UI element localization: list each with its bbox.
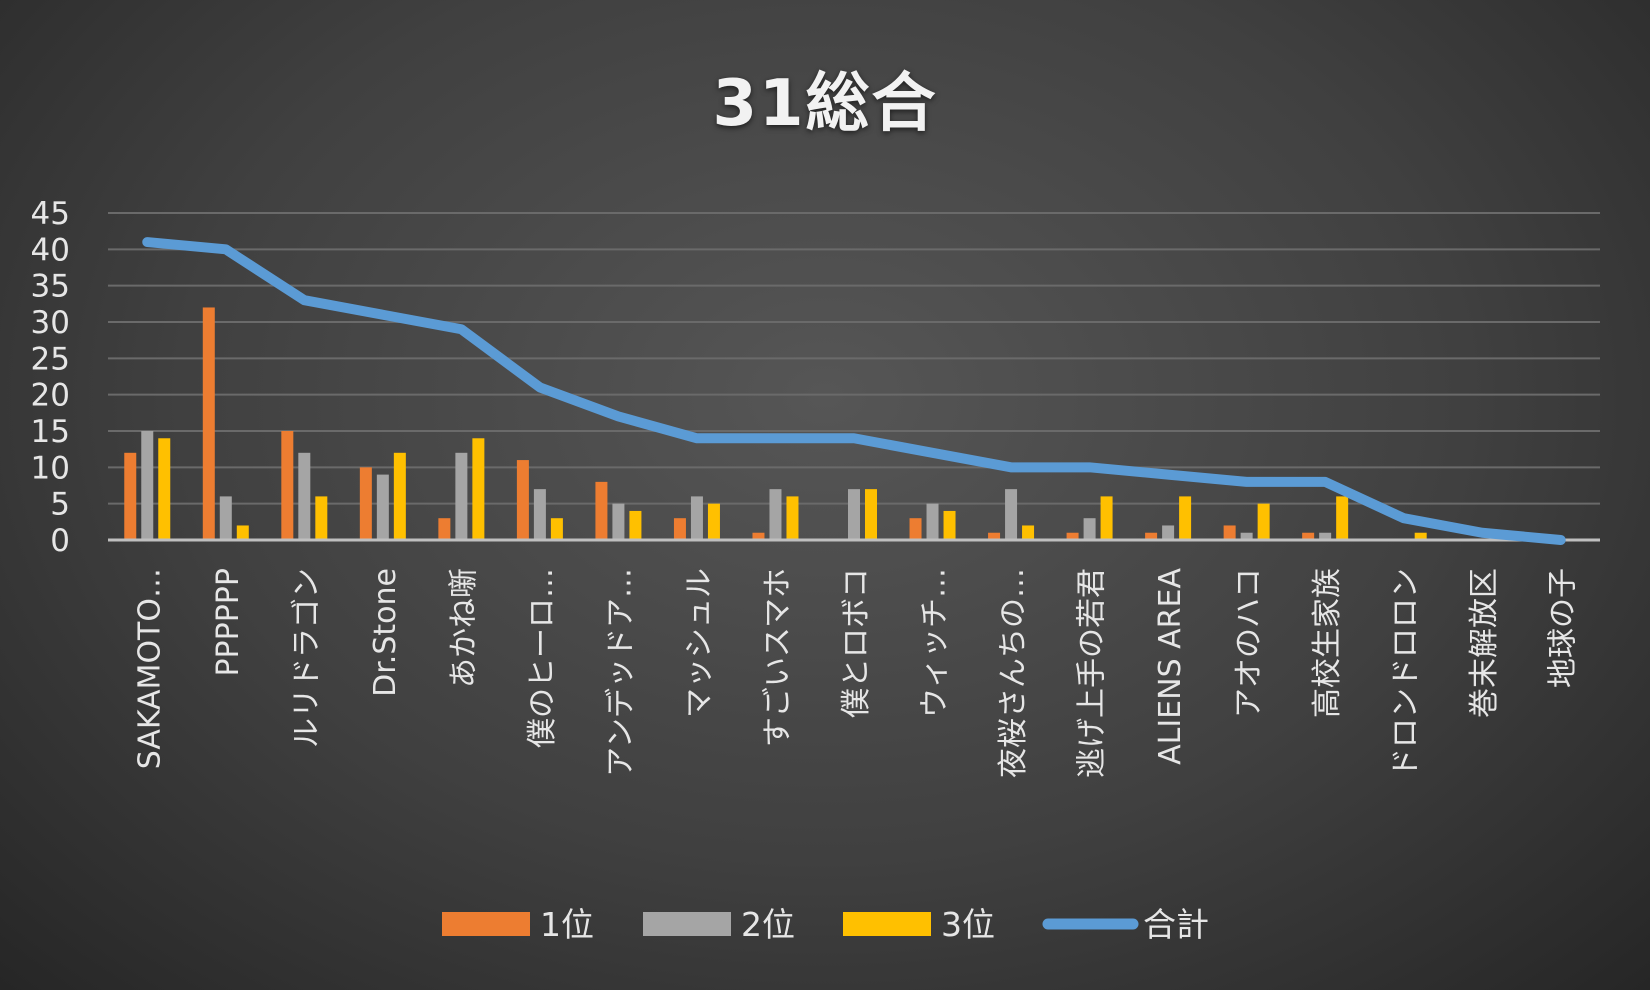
bar [1083,518,1096,540]
bar [141,431,154,540]
legend-swatch [843,912,931,936]
bar [455,452,468,540]
y-tick-label: 10 [31,450,70,486]
bar [909,518,922,540]
y-tick-label: 15 [31,414,70,450]
bar [1145,532,1158,540]
legend-swatch [643,912,731,936]
bar [769,489,782,540]
x-tick-label: SAKAMOTO… [132,568,167,769]
bar [376,474,389,540]
bar [865,489,877,540]
x-tick-label: 逃げ上手の若君 [1075,568,1110,778]
x-tick-label: PPPPPP [211,568,246,677]
legend-label: 1位 [540,905,594,944]
bar [550,518,563,540]
x-tick-label: ルリドラゴン [289,568,324,748]
y-tick-label: 40 [31,232,70,268]
bar [202,307,215,540]
bar [1336,496,1349,540]
y-tick-label: 0 [50,523,70,559]
bar [786,496,799,540]
bar [943,510,956,540]
bar [438,518,451,540]
x-tick-label: Dr.Stone [368,568,403,697]
x-tick-label: 高校生家族 [1310,568,1345,718]
legend-label: 2位 [741,905,795,944]
y-tick-label: 30 [31,305,70,341]
bar [673,518,686,540]
bar [1066,532,1079,540]
bar [298,452,311,540]
y-tick-label: 20 [31,378,70,414]
bar [612,503,625,540]
bar [690,496,703,540]
y-tick-label: 45 [31,196,70,232]
bar [516,460,529,540]
bar [1100,496,1113,540]
bar [1414,532,1427,540]
y-tick-label: 35 [31,269,70,305]
bar [1223,525,1236,540]
bar [1005,489,1018,540]
x-tick-label: 夜桜さんちの… [996,568,1031,778]
x-tick-label: あかね噺 [446,568,481,688]
series-line [142,237,1566,545]
x-tick-label: ウィッチ… [918,568,953,718]
bar [707,503,720,540]
bar [1022,525,1035,540]
bar [533,489,546,540]
bar [219,496,232,540]
y-tick-label: 5 [50,487,70,523]
x-tick-label: 僕のヒーロ… [525,568,560,748]
bar [472,438,485,540]
bar [236,525,249,540]
bar [359,467,372,540]
legend-swatch [442,912,530,936]
bar [1179,496,1192,540]
bar [848,489,860,540]
x-tick-label: ドロンドロロン [1389,568,1424,778]
y-tick-label: 25 [31,341,70,377]
x-tick-label: すごいスマホ [760,568,795,747]
bar [315,496,328,540]
bar [124,452,137,540]
x-tick-label: アオのハコ [1232,568,1267,718]
bar [926,503,939,540]
x-tick-label: ALIENS AREA [1153,568,1188,765]
bar [752,532,765,540]
bar [1162,525,1175,540]
bar [281,431,294,540]
legend-label: 3位 [941,905,995,944]
legend-label: 合計 [1143,905,1209,944]
bar [158,438,171,540]
bar [988,532,1001,540]
x-tick-label: 僕とロボコ [839,568,874,718]
bar [595,481,608,540]
x-tick-label: 地球の子 [1546,568,1581,688]
bar [1302,532,1315,540]
x-tick-label: アンデッドア… [603,568,638,777]
bar [1257,503,1270,540]
bar [629,510,642,540]
x-tick-label: マッシュル [682,568,717,718]
bar [1319,532,1332,540]
x-tick-label: 巻末解放区 [1467,568,1502,718]
bar [1240,532,1253,540]
bar [393,452,406,540]
chart-title: 31総合 [712,67,938,141]
